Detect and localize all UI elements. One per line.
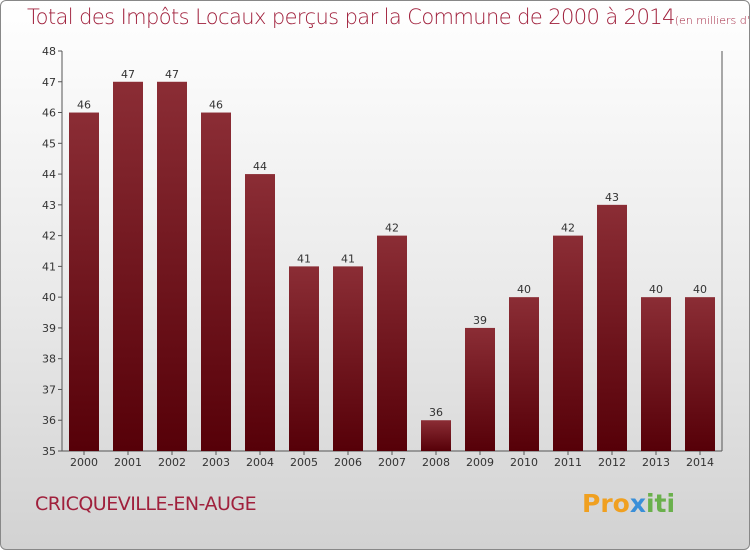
- bar: [333, 266, 363, 451]
- bar-value-label: 42: [561, 222, 575, 235]
- bar: [377, 235, 407, 451]
- x-tick-label: 2006: [334, 456, 362, 469]
- x-tick-label: 2007: [378, 456, 406, 469]
- bar-value-label: 47: [121, 68, 135, 81]
- x-tick-label: 2004: [246, 456, 274, 469]
- y-tick-label: 47: [42, 76, 56, 89]
- bar-value-label: 39: [473, 314, 487, 327]
- unit-label: (en milliers d'€): [674, 14, 750, 27]
- commune-name: CRICQUEVILLE-EN-AUGE: [35, 493, 257, 515]
- logo-part-2: x: [629, 489, 646, 518]
- y-tick-label: 38: [42, 353, 56, 366]
- x-tick-label: 2005: [290, 456, 318, 469]
- bar-value-label: 46: [77, 99, 91, 112]
- bar-value-label: 43: [605, 191, 619, 204]
- chart-labels: 35 36 37 38 39 40 41 42 43 44 45 46 47 48 46 2000 47 2001…: [42, 45, 714, 469]
- bar: [509, 297, 539, 451]
- y-tick-label: 35: [42, 445, 56, 458]
- x-tick-label: 2012: [598, 456, 626, 469]
- bar: [157, 81, 187, 452]
- y-tick-label: 36: [42, 414, 56, 427]
- bar: [245, 174, 275, 452]
- x-tick-label: 2008: [422, 456, 450, 469]
- bar-value-label: 36: [429, 406, 443, 419]
- x-tick-label: 2010: [510, 456, 538, 469]
- title-text: Total des Impôts Locaux perçus par la Co…: [27, 5, 675, 29]
- x-tick-label: 2013: [642, 456, 670, 469]
- bar-value-label: 40: [649, 283, 663, 296]
- y-tick-label: 44: [42, 168, 56, 181]
- bar: [553, 235, 583, 451]
- bar: [641, 297, 671, 451]
- bar: [113, 81, 143, 452]
- bar: [465, 327, 495, 451]
- x-tick-label: 2003: [202, 456, 230, 469]
- y-tick-label: 48: [42, 45, 56, 58]
- proxiti-logo[interactable]: Proxiti: [582, 489, 675, 518]
- bar-value-label: 40: [693, 283, 707, 296]
- bar: [421, 420, 451, 451]
- bar: [685, 297, 715, 451]
- y-tick-label: 41: [42, 260, 56, 273]
- x-tick-label: 2014: [686, 456, 714, 469]
- bar: [597, 204, 627, 451]
- logo-part-1: Pro: [582, 489, 630, 518]
- bar-value-label: 46: [209, 99, 223, 112]
- bar: [289, 266, 319, 451]
- y-tick-label: 39: [42, 322, 56, 335]
- logo-part-3: iti: [645, 489, 676, 518]
- y-tick-label: 46: [42, 107, 56, 120]
- y-tick-label: 43: [42, 199, 56, 212]
- x-tick-label: 2001: [114, 456, 142, 469]
- x-tick-label: 2000: [70, 456, 98, 469]
- bar: [201, 112, 231, 452]
- x-tick-label: 2011: [554, 456, 582, 469]
- chart-bars: [69, 81, 715, 452]
- y-tick-label: 42: [42, 230, 56, 243]
- bar-value-label: 40: [517, 283, 531, 296]
- bar-value-label: 41: [297, 252, 311, 265]
- y-tick-label: 37: [42, 383, 56, 396]
- bar: [69, 112, 99, 452]
- y-tick-label: 40: [42, 291, 56, 304]
- bar-value-label: 47: [165, 68, 179, 81]
- x-tick-label: 2009: [466, 456, 494, 469]
- y-tick-label: 45: [42, 137, 56, 150]
- bar-value-label: 42: [385, 222, 399, 235]
- bar-value-label: 44: [253, 160, 267, 173]
- chart-title: Total des Impôts Locaux perçus par la Co…: [27, 5, 750, 29]
- bar-value-label: 41: [341, 252, 355, 265]
- x-tick-label: 2002: [158, 456, 186, 469]
